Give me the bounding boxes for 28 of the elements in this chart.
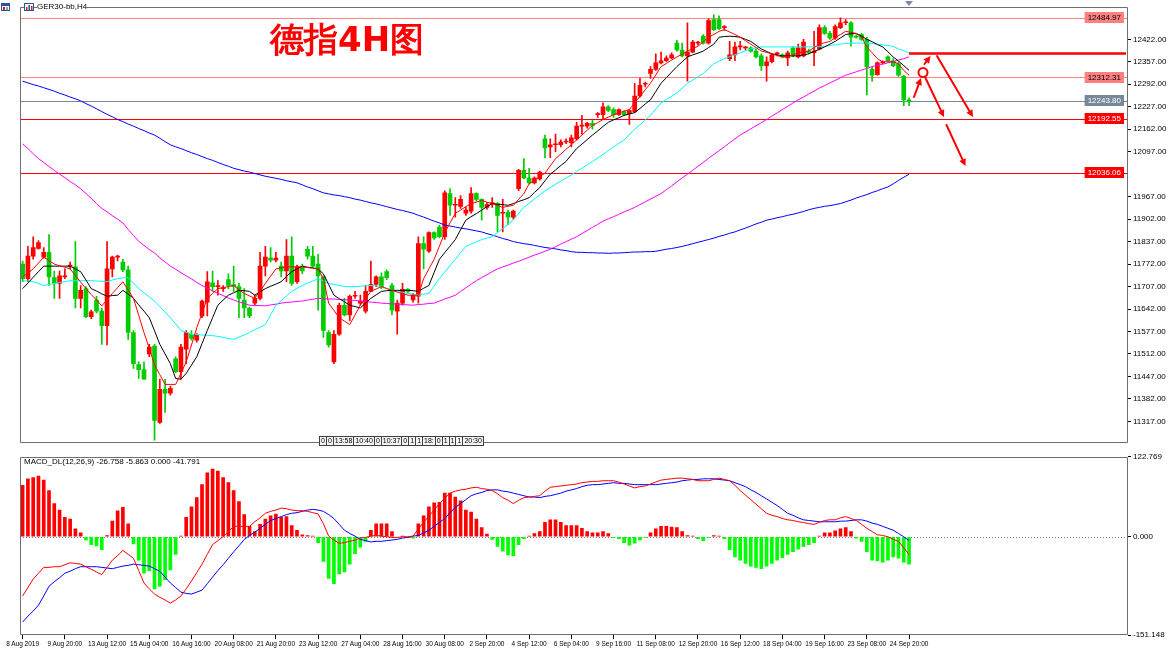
- y-tick-label: -151.148: [1133, 630, 1166, 640]
- y-tick-label: 11447.00: [1133, 371, 1167, 381]
- chart-title: MACD_DL(12,26,9) -26.758 -5.863 0.000 -41.791: [24, 457, 201, 466]
- y-tick-label: 11967.00: [1133, 191, 1167, 201]
- chart-subtitle: GER30-bb,H4: [37, 2, 88, 11]
- y-tick-label: 12292.00: [1133, 79, 1167, 89]
- y-tick-label: 12422.00: [1133, 34, 1167, 44]
- y-tick-label: 12227.00: [1133, 101, 1167, 111]
- y-tick-label: 11382.00: [1133, 394, 1167, 404]
- y-tick-label: 11837.00: [1133, 236, 1167, 246]
- chart-title: 德指4H图: [270, 19, 425, 59]
- y-tick-label: 11902.00: [1133, 214, 1167, 224]
- y-tick-label: 11707.00: [1133, 281, 1167, 291]
- y-tick-label: 122.769: [1133, 452, 1163, 461]
- y-tick-label: 11642.00: [1133, 304, 1167, 314]
- y-tick-label: 12097.00: [1133, 146, 1167, 156]
- y-tick-label: 11317.00: [1133, 416, 1167, 426]
- ref-line-label: 12484.97: [1087, 13, 1122, 23]
- y-tick-label: 0.000: [1133, 531, 1154, 541]
- ref-line-label: 12036.06: [1087, 168, 1122, 178]
- ref-line-label: 12312.31: [1087, 73, 1122, 83]
- ref-line-label: 12192.55: [1087, 114, 1122, 124]
- y-tick-label: 12162.00: [1133, 124, 1167, 134]
- y-tick-label: 11772.00: [1133, 259, 1167, 269]
- y-tick-label: 11577.00: [1133, 326, 1167, 336]
- y-tick-label: 12357.00: [1133, 56, 1167, 66]
- ref-line-label: 12243.80: [1087, 96, 1122, 106]
- y-tick-label: 11512.00: [1133, 349, 1167, 359]
